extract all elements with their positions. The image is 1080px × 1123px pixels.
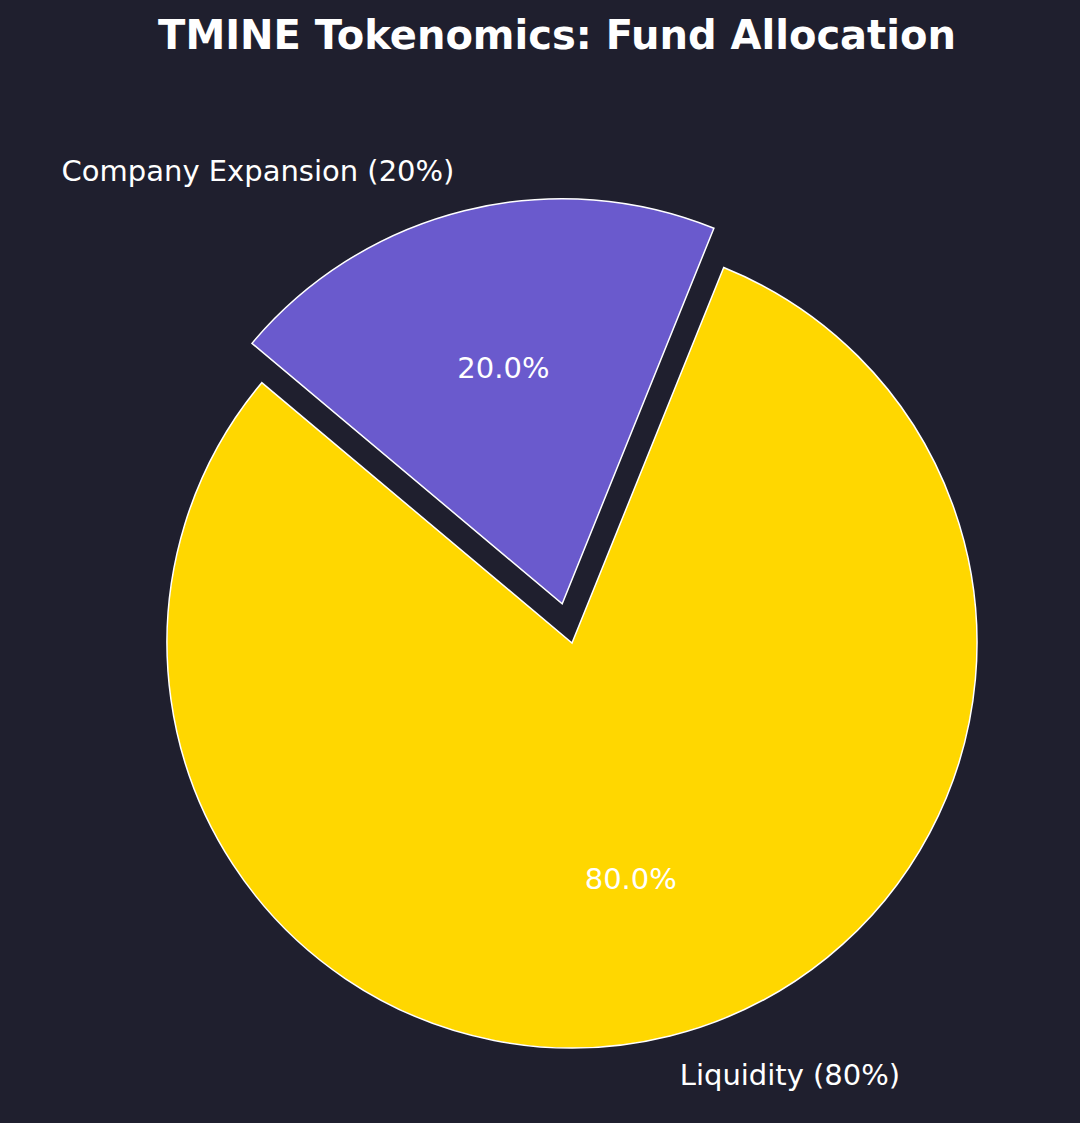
svg-text:Company Expansion (20%): Company Expansion (20%) bbox=[62, 154, 455, 188]
html-text:TMINE Tokenomics: Fund Allocat: TMINE Tokenomics: Fund Allocation bbox=[158, 12, 956, 58]
svg-text:80.0%: 80.0% bbox=[585, 862, 677, 896]
svg-text:20.0%: 20.0% bbox=[457, 351, 549, 385]
svg-text:Liquidity (80%): Liquidity (80%) bbox=[680, 1058, 900, 1092]
